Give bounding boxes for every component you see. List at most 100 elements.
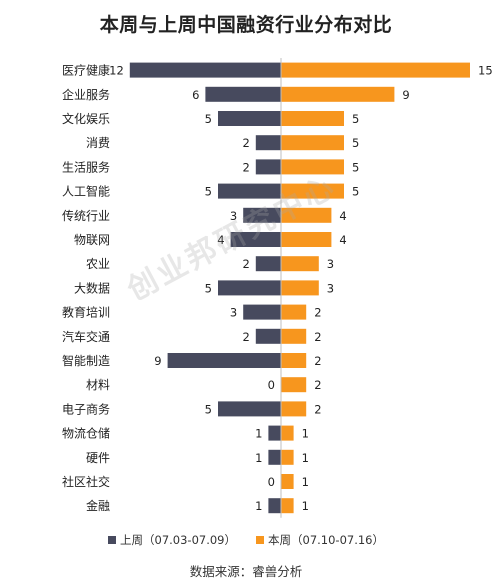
value-label-last-week: 6	[192, 88, 199, 102]
category-label: 农业	[86, 257, 110, 271]
category-label: 企业服务	[62, 87, 110, 102]
bar-last-week	[129, 62, 281, 78]
category-label: 硬件	[86, 451, 110, 465]
bar-this-week	[281, 474, 294, 489]
legend-label-last-week: 上周（07.03-07.09）	[120, 533, 236, 547]
legend-swatch-last-week	[108, 536, 116, 544]
value-label-this-week: 5	[352, 136, 359, 150]
bar-this-week	[281, 86, 395, 102]
category-label: 教育培训	[62, 305, 110, 320]
value-label-this-week: 4	[339, 233, 346, 247]
value-label-last-week: 3	[230, 306, 237, 320]
bar-last-week	[218, 401, 281, 417]
bar-last-week	[243, 304, 281, 320]
value-label-this-week: 1	[302, 499, 309, 513]
chart-title: 本周与上周中国融资行业分布对比	[99, 14, 393, 36]
legend-item-last-week: 上周（07.03-07.09）	[108, 532, 236, 548]
value-label-last-week: 5	[205, 112, 212, 126]
value-label-last-week: 2	[242, 257, 249, 271]
bar-last-week	[167, 353, 281, 368]
value-label-last-week: 4	[217, 233, 224, 247]
bar-this-week	[281, 183, 344, 199]
value-label-this-week: 9	[402, 88, 409, 102]
category-label: 人工智能	[62, 184, 110, 199]
legend-item-this-week: 本周（07.10-07.16）	[256, 532, 384, 548]
bar-this-week	[281, 425, 294, 441]
value-label-this-week: 4	[339, 209, 346, 223]
this-week-bars	[281, 62, 470, 514]
value-label-this-week: 2	[314, 330, 321, 344]
value-label-last-week: 1	[255, 499, 262, 513]
bar-last-week	[255, 328, 281, 344]
value-label-this-week: 1	[302, 427, 309, 441]
category-label: 文化娱乐	[62, 111, 110, 126]
bar-this-week	[281, 304, 307, 320]
value-label-last-week: 1	[255, 427, 262, 441]
bar-this-week	[281, 328, 307, 344]
value-label-this-week: 2	[314, 402, 321, 416]
value-label-last-week: 3	[230, 209, 237, 223]
butterfly-bar-chart: 医疗健康企业服务文化娱乐消费生活服务人工智能传统行业物联网农业大数据教育培训汽车…	[62, 58, 492, 518]
category-label: 生活服务	[62, 159, 110, 174]
bar-last-week	[218, 111, 281, 126]
category-label: 消费	[86, 136, 110, 150]
bar-last-week	[205, 86, 281, 102]
value-label-this-week: 3	[327, 257, 334, 271]
last-week-bars	[129, 62, 281, 514]
value-label-last-week: 2	[242, 160, 249, 174]
bar-last-week	[218, 183, 281, 199]
legend-swatch-this-week	[256, 536, 264, 544]
bar-this-week	[281, 498, 294, 514]
bar-this-week	[281, 353, 307, 368]
bar-this-week	[281, 377, 307, 393]
bar-last-week	[230, 232, 281, 247]
value-label-last-week: 0	[268, 475, 275, 489]
value-label-this-week: 2	[314, 306, 321, 320]
bar-last-week	[243, 207, 281, 223]
bar-this-week	[281, 232, 332, 247]
value-label-this-week: 5	[352, 160, 359, 174]
value-label-last-week: 5	[205, 185, 212, 199]
bar-this-week	[281, 449, 294, 465]
value-label-last-week: 0	[268, 378, 275, 392]
value-label-this-week: 1	[302, 451, 309, 465]
bar-this-week	[281, 135, 344, 151]
category-label: 智能制造	[62, 353, 110, 368]
value-label-this-week: 3	[327, 281, 334, 295]
category-label: 传统行业	[62, 208, 110, 223]
data-source: 数据来源：睿兽分析	[189, 564, 303, 579]
value-label-last-week: 2	[242, 136, 249, 150]
bar-this-week	[281, 280, 319, 296]
bar-last-week	[268, 425, 281, 441]
bar-this-week	[281, 159, 344, 175]
category-label: 物联网	[74, 233, 110, 247]
bar-this-week	[281, 111, 344, 126]
category-label: 电子商务	[62, 401, 110, 416]
value-label-this-week: 5	[352, 185, 359, 199]
bar-this-week	[281, 401, 307, 417]
value-label-last-week: 9	[154, 354, 161, 368]
bar-this-week	[281, 256, 319, 272]
value-label-last-week: 5	[205, 281, 212, 295]
value-label-this-week: 1	[302, 475, 309, 489]
category-label: 医疗健康	[62, 63, 110, 78]
category-label: 社区社交	[62, 474, 110, 489]
category-label: 金融	[86, 498, 110, 513]
value-label-this-week: 2	[314, 354, 321, 368]
value-label-this-week: 5	[352, 112, 359, 126]
bar-last-week	[268, 449, 281, 465]
bar-this-week	[281, 207, 332, 223]
category-label: 材料	[86, 378, 110, 392]
value-label-this-week: 15	[478, 64, 492, 78]
value-label-last-week: 1	[255, 451, 262, 465]
value-label-last-week: 12	[109, 64, 124, 78]
bar-last-week	[255, 256, 281, 272]
bar-last-week	[268, 498, 281, 514]
value-label-this-week: 2	[314, 378, 321, 392]
legend-label-this-week: 本周（07.10-07.16）	[268, 533, 384, 547]
bar-last-week	[255, 159, 281, 175]
bar-last-week	[218, 280, 281, 296]
bar-last-week	[255, 135, 281, 151]
